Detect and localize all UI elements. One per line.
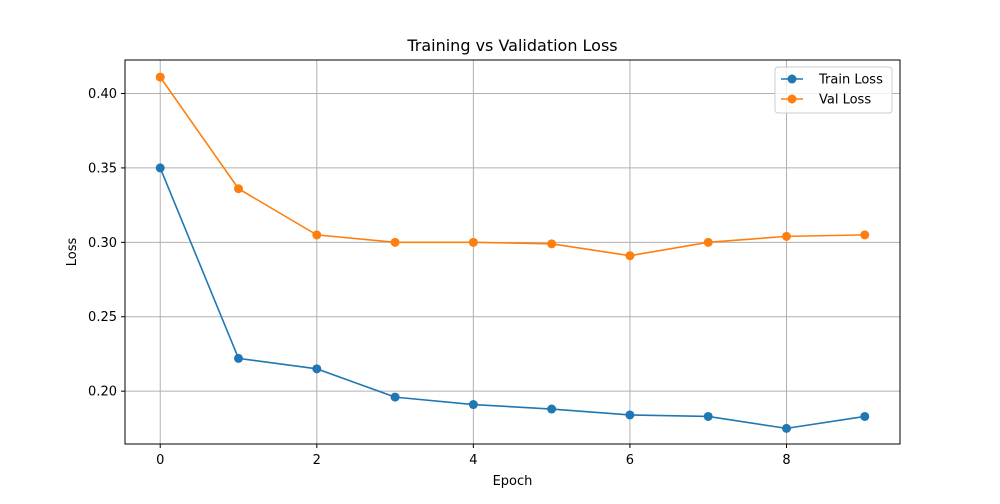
y-tick-label: 0.40: [88, 87, 117, 102]
legend-marker: [787, 74, 797, 84]
series-line: [159, 167, 865, 430]
x-tick-label: 8: [782, 453, 790, 468]
data-point: [234, 353, 244, 363]
y-tick-label: 0.25: [88, 310, 117, 325]
data-point: [547, 404, 557, 414]
x-axis-label: Epoch: [493, 474, 533, 489]
data-point: [468, 237, 478, 247]
data-point: [781, 423, 791, 433]
data-point: [625, 251, 635, 261]
plot-frame: [124, 59, 901, 445]
data-point: [312, 230, 322, 240]
series-layer: [155, 72, 870, 433]
x-tick-label: 0: [156, 453, 164, 468]
axis-ticks: 0 2 4 6 8 0.20 0.25 0.30 0.35 0.40: [88, 87, 791, 468]
data-point: [390, 392, 400, 402]
data-point: [703, 237, 713, 247]
legend-entries: Train Loss Val Loss: [781, 73, 883, 108]
x-tick-label: 6: [626, 453, 634, 468]
y-tick-label: 0.20: [88, 385, 117, 400]
x-tick-label: 2: [313, 453, 321, 468]
x-tick-label: 4: [469, 453, 477, 468]
data-point: [468, 400, 478, 410]
legend-label: Train Loss: [818, 73, 883, 88]
legend: Train Loss Val Loss: [774, 66, 893, 114]
grid-lines: [125, 60, 900, 444]
legend-label: Val Loss: [819, 93, 871, 108]
data-point: [312, 364, 322, 374]
data-point: [625, 410, 635, 420]
data-point: [155, 163, 165, 173]
y-tick-label: 0.30: [88, 236, 117, 251]
chart-title: Training vs Validation Loss: [406, 36, 617, 55]
series-line: [159, 76, 865, 257]
legend-marker: [787, 94, 797, 104]
y-tick-label: 0.35: [88, 161, 117, 176]
data-point: [390, 237, 400, 247]
legend-box: [774, 66, 893, 114]
data-point: [155, 72, 165, 82]
data-point: [234, 184, 244, 194]
data-point: [703, 411, 713, 421]
data-point: [860, 411, 870, 421]
data-point: [781, 231, 791, 241]
data-point: [860, 230, 870, 240]
y-axis-label: Loss: [65, 238, 80, 267]
data-point: [547, 239, 557, 249]
